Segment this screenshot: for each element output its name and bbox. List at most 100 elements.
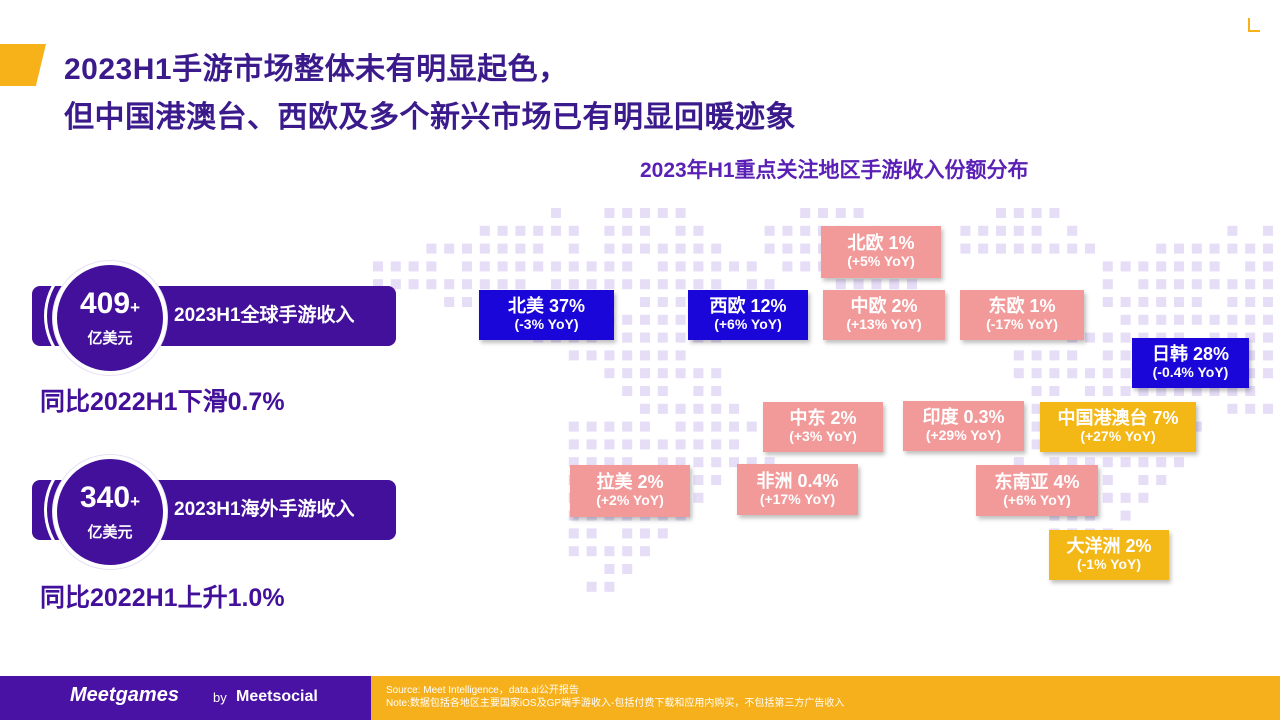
map-dot <box>604 439 615 450</box>
map-dot <box>568 439 579 450</box>
footer-by: by <box>213 690 227 705</box>
map-dot <box>640 403 650 414</box>
map-dot <box>853 208 864 218</box>
map-dot <box>1263 297 1273 307</box>
map-dot <box>764 457 775 468</box>
map-dot <box>657 350 668 361</box>
map-dot <box>568 225 579 236</box>
map-dot <box>1209 279 1220 290</box>
region-yoy: (+3% YoY) <box>789 428 857 445</box>
map-dot <box>675 332 686 343</box>
map-dot <box>1263 368 1273 379</box>
map-dot <box>1227 403 1238 414</box>
map-dot <box>390 279 401 290</box>
map-dot <box>675 368 686 379</box>
map-dot <box>657 208 668 218</box>
map-dot <box>657 332 668 343</box>
map-dot <box>604 225 615 236</box>
map-dot <box>711 261 722 272</box>
map-dot <box>1227 297 1238 307</box>
map-dot <box>746 457 757 468</box>
map-dot <box>444 297 455 307</box>
map-dot <box>693 368 704 379</box>
region-yoy: (+13% YoY) <box>846 316 922 333</box>
region-yoy: (+6% YoY) <box>1003 491 1071 508</box>
map-dot <box>568 457 579 468</box>
map-dot <box>640 332 650 343</box>
map-dot <box>640 546 650 557</box>
region-africa: 非洲 0.4% (+17% YoY) <box>737 464 858 515</box>
map-dot <box>1156 261 1167 272</box>
map-dot <box>1102 492 1113 503</box>
map-dot <box>1209 261 1220 272</box>
map-dot <box>622 528 633 539</box>
map-dot <box>1120 332 1131 343</box>
map-dot <box>568 279 579 290</box>
map-dot <box>1227 314 1238 325</box>
map-dot <box>604 546 615 557</box>
map-dot <box>1102 350 1113 361</box>
map-dot <box>640 208 650 218</box>
map-dot <box>497 225 508 236</box>
overseas-revenue-circle: 340+ 亿美元 <box>53 455 167 569</box>
map-dot <box>1138 314 1149 325</box>
region-name: 东欧 1% <box>988 296 1056 317</box>
map-dot <box>693 439 704 450</box>
map-dot <box>1245 279 1256 290</box>
global-revenue-unit: 亿美元 <box>87 330 133 347</box>
map-dot <box>622 421 633 432</box>
map-dot <box>729 439 739 450</box>
map-dot <box>1031 243 1042 254</box>
map-dot <box>729 261 739 272</box>
corner-mark <box>1248 18 1260 32</box>
map-dot <box>1138 297 1149 307</box>
map-dot <box>586 261 597 272</box>
map-dot <box>462 279 472 290</box>
map-dot <box>693 386 704 396</box>
map-dot <box>604 457 615 468</box>
map-dot <box>1263 332 1273 343</box>
map-dot <box>996 243 1006 254</box>
map-dot <box>462 297 472 307</box>
map-dot <box>1156 314 1167 325</box>
map-dot <box>1263 279 1273 290</box>
map-dot <box>373 279 383 290</box>
map-dot <box>622 457 633 468</box>
map-dot <box>1245 368 1256 379</box>
map-dot <box>640 421 650 432</box>
map-dot <box>1120 510 1131 521</box>
region-name: 西欧 12% <box>709 296 787 317</box>
map-dot <box>1049 368 1060 379</box>
map-dot <box>1085 386 1095 396</box>
map-dot <box>426 261 437 272</box>
map-dot <box>1227 332 1238 343</box>
map-dot <box>907 279 917 290</box>
region-central-europe: 中欧 2% (+13% YoY) <box>823 290 945 340</box>
map-dot <box>604 261 615 272</box>
map-dot <box>1102 332 1113 343</box>
map-dot <box>1013 368 1024 379</box>
region-greater-china: 中国港澳台 7% (+27% YoY) <box>1040 402 1196 452</box>
global-revenue-arc <box>44 253 170 379</box>
map-dot <box>568 421 579 432</box>
region-name: 北欧 1% <box>847 233 915 254</box>
map-dot <box>675 261 686 272</box>
map-dot <box>675 421 686 432</box>
map-dot <box>657 368 668 379</box>
map-dot <box>1191 279 1202 290</box>
map-dot <box>711 243 722 254</box>
map-dot <box>693 492 704 503</box>
map-dot <box>1174 297 1184 307</box>
map-dot <box>515 261 526 272</box>
map-dot <box>622 564 633 574</box>
map-dot <box>1191 261 1202 272</box>
map-dot <box>497 261 508 272</box>
map-dot <box>1085 332 1095 343</box>
map-dot <box>622 261 633 272</box>
map-dot <box>1227 279 1238 290</box>
region-north-america: 北美 37% (-3% YoY) <box>479 290 614 340</box>
map-dot <box>479 261 490 272</box>
map-dot <box>657 386 668 396</box>
map-dot <box>604 350 615 361</box>
map-dot <box>622 243 633 254</box>
